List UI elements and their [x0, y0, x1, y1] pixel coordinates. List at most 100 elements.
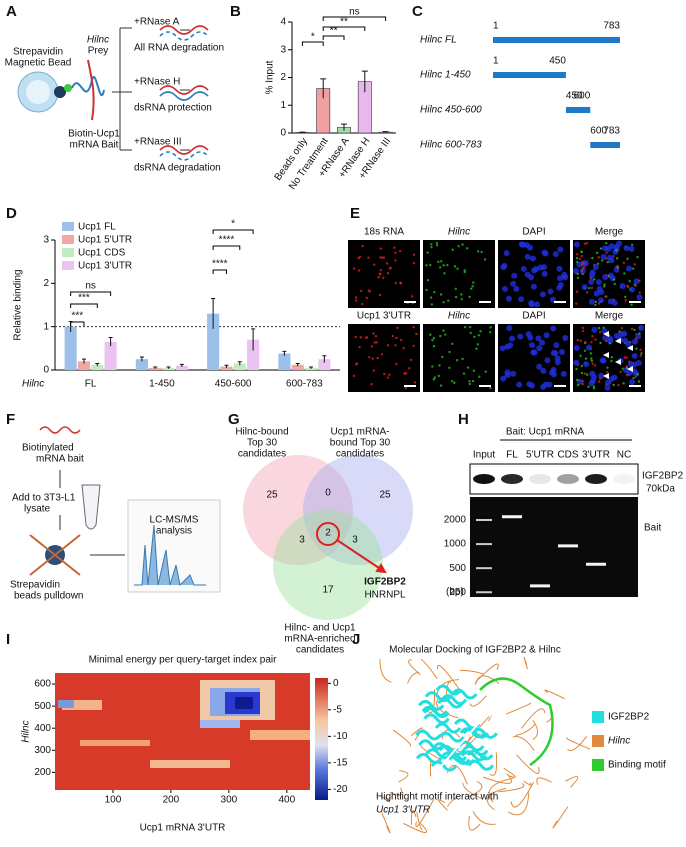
signal	[442, 301, 445, 304]
signal	[636, 255, 639, 259]
construct-bar	[493, 72, 566, 78]
signal	[632, 376, 635, 380]
bar	[162, 367, 175, 370]
error-bar	[166, 366, 171, 369]
signal	[599, 247, 603, 250]
signal	[504, 343, 511, 350]
y-tick-label: 3	[43, 235, 49, 246]
signal	[402, 346, 405, 350]
duplex-bot	[159, 31, 209, 41]
signal	[622, 261, 626, 265]
rna-backbone	[486, 787, 507, 811]
rna-backbone	[466, 714, 492, 744]
rna-backbone	[420, 658, 438, 680]
rna-backbone	[536, 777, 552, 786]
signal	[559, 349, 566, 356]
construct-start: 1	[493, 21, 499, 32]
signal	[460, 297, 463, 301]
signal	[576, 276, 580, 280]
prey-rna	[87, 59, 95, 121]
signal	[352, 267, 356, 270]
signal	[433, 376, 437, 379]
step-text: lysate	[24, 504, 51, 515]
lane-label: Input	[473, 450, 495, 461]
duplex-top	[159, 85, 209, 95]
biotin	[54, 86, 66, 98]
panel-label: H	[458, 411, 469, 428]
count: 25	[379, 490, 391, 501]
x-axis-label: Hilnc	[22, 379, 44, 390]
signal	[590, 359, 594, 362]
signal	[463, 270, 466, 274]
colorbar	[315, 678, 328, 800]
micrograph	[423, 324, 495, 392]
signal	[432, 378, 436, 381]
signal	[582, 262, 585, 265]
rna-backbone	[398, 770, 409, 783]
signal	[576, 261, 579, 264]
rna-backbone	[475, 675, 500, 685]
bar	[233, 363, 246, 370]
sig-label: ***	[71, 311, 83, 322]
signal	[451, 248, 454, 251]
annotation: Ucp1 3'UTR	[376, 805, 430, 816]
rna-backbone	[403, 822, 428, 834]
signal	[594, 338, 597, 341]
signal	[425, 264, 428, 267]
bait-rna	[39, 426, 81, 434]
treatment-result: dsRNA protection	[134, 103, 212, 114]
signal	[600, 253, 607, 260]
signal	[591, 362, 594, 365]
signal	[626, 369, 633, 376]
signal	[354, 335, 357, 339]
signal	[471, 379, 475, 383]
signal	[404, 386, 407, 390]
signal	[511, 272, 518, 279]
signal	[575, 257, 579, 260]
channel-label: Merge	[595, 227, 624, 238]
signal	[580, 371, 584, 375]
signal	[439, 334, 442, 338]
sig-bracket	[212, 245, 241, 250]
protein-helix	[438, 744, 465, 756]
signal	[437, 374, 441, 378]
signal	[582, 260, 589, 267]
signal	[503, 250, 510, 257]
y-axis-label: % Input	[265, 60, 276, 94]
signal	[374, 335, 378, 338]
signal	[605, 295, 608, 298]
signal	[453, 265, 457, 268]
ladder-label: 2000	[444, 515, 467, 526]
signal	[620, 327, 624, 330]
signal	[607, 272, 614, 279]
signal	[560, 370, 567, 377]
bar	[318, 359, 331, 370]
signal	[593, 364, 597, 367]
rna-backbone	[380, 795, 390, 803]
protein-helix	[418, 699, 445, 711]
arrowhead	[603, 331, 609, 337]
signal	[437, 260, 440, 264]
signal	[354, 363, 358, 366]
step-text: beads pulldown	[14, 591, 84, 602]
construct-bar	[493, 37, 620, 43]
signal	[438, 364, 441, 367]
rna-backbone	[483, 773, 512, 784]
protein-helix	[434, 722, 462, 734]
signal	[587, 385, 590, 388]
signal	[388, 373, 391, 376]
set-hilnc	[243, 455, 353, 565]
signal	[432, 336, 435, 340]
signal	[359, 289, 363, 293]
signal	[588, 286, 591, 290]
sig-bracket	[301, 41, 324, 46]
signal	[561, 271, 568, 278]
signal	[624, 299, 627, 302]
signal	[468, 382, 472, 386]
protein-helix	[458, 740, 485, 752]
panel-label: A	[6, 3, 17, 20]
signal	[404, 372, 408, 375]
motif	[479, 677, 554, 767]
signal	[386, 344, 390, 347]
heatmap-region	[250, 730, 310, 740]
